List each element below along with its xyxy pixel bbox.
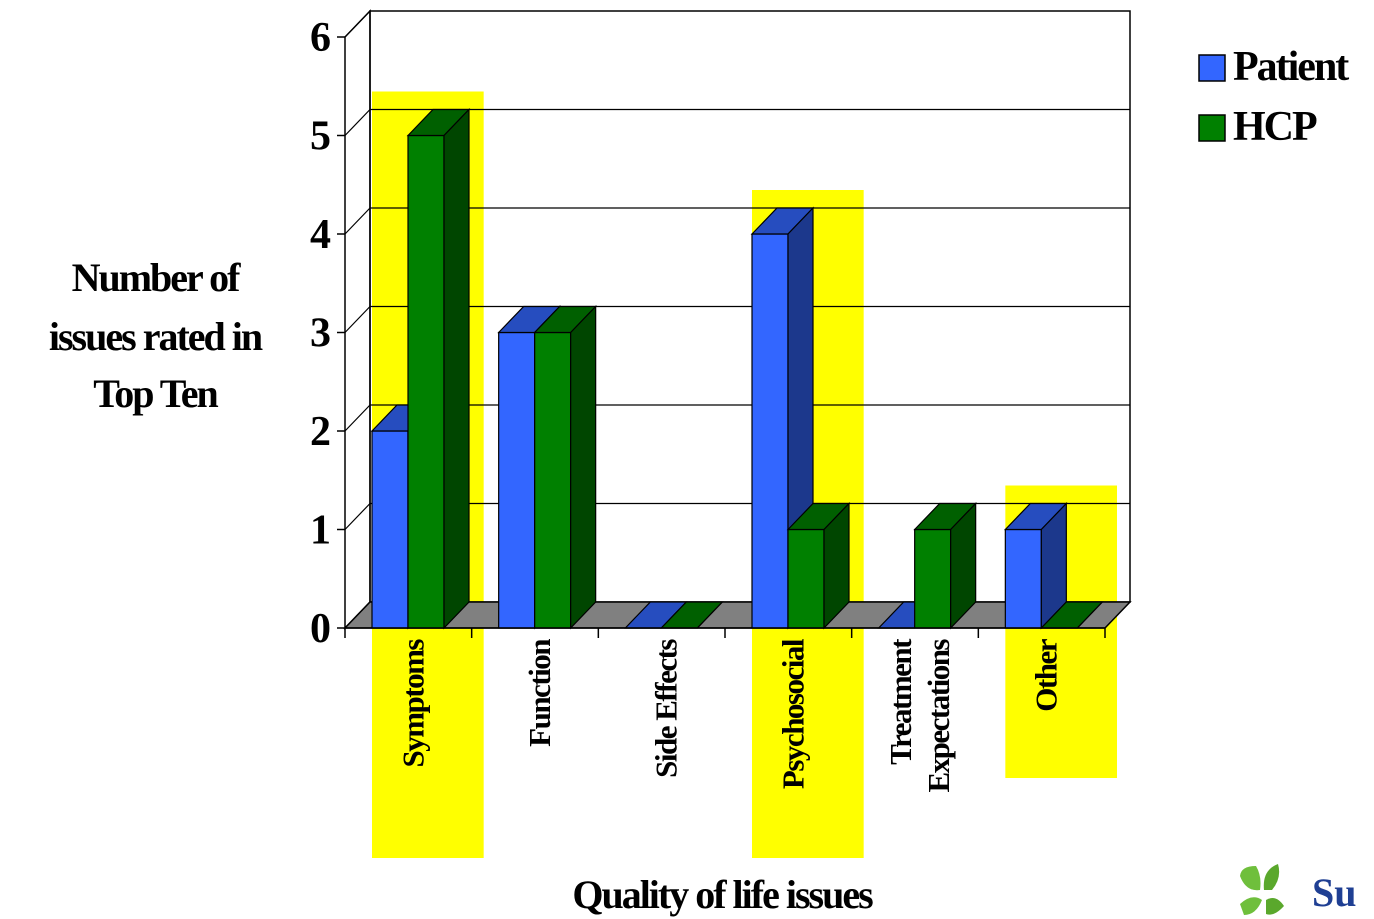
legend-label-hcp: HCP — [1233, 104, 1317, 150]
bar-front-hcp-symptoms — [407, 134, 445, 629]
x-axis-title: Quality of life issues — [572, 872, 873, 917]
bar-front-hcp-psychosocial — [787, 528, 825, 629]
y-axis-title-line-1: Number of — [72, 255, 241, 300]
x-tick-label-symptoms: Symptoms — [395, 639, 430, 768]
y-tick-label-0: 0 — [310, 606, 331, 652]
y-tick-label-6: 6 — [310, 15, 331, 61]
x-tick-label-treatment-expectations-2: Expectations — [921, 639, 956, 793]
bar-front-hcp-treatment-expectations — [914, 528, 952, 629]
y-axis-title-line-3: Top Ten — [93, 371, 218, 416]
legend: Patient HCP — [1198, 44, 1351, 150]
bar-front-patient-function — [498, 331, 536, 629]
bar-hcp-function — [533, 305, 598, 630]
category-highlights — [372, 91, 1117, 858]
y-tick-label-4: 4 — [310, 212, 331, 258]
y-axis-title-line-2: issues rated in — [49, 314, 263, 359]
side-gridline-2 — [344, 404, 371, 432]
legend-swatch-patient — [1198, 54, 1226, 82]
bar-patient-other — [1003, 502, 1068, 630]
y-tick-label-5: 5 — [310, 114, 331, 160]
side-gridline-6 — [344, 10, 371, 38]
x-tick-label-treatment-expectations-1: Treatment — [883, 638, 918, 765]
side-gridline-4 — [344, 207, 371, 235]
logo-text: Su — [1312, 870, 1357, 915]
side-gridline-1 — [344, 503, 371, 530]
leaf-logo-icon — [1240, 864, 1284, 915]
side-gridline-5 — [344, 109, 371, 136]
y-tick-label-2: 2 — [310, 409, 331, 455]
logo: Su — [1240, 864, 1357, 915]
bar-hcp-treatment-expectations — [913, 502, 978, 630]
bar-front-patient-psychosocial — [751, 233, 789, 629]
bar-front-patient-symptoms — [371, 430, 409, 629]
legend-swatch-hcp — [1198, 114, 1226, 142]
bar-side-hcp-other — [1076, 601, 1103, 629]
axes: 0 1 2 3 4 5 6 Symptoms Function Side Effects Psych… — [310, 15, 1106, 793]
y-tick-label-1: 1 — [310, 508, 331, 554]
bar-side-hcp-function — [570, 305, 597, 630]
x-tick-label-side-effects: Side Effects — [649, 639, 684, 778]
bar-hcp-psychosocial — [786, 502, 851, 630]
y-tick-label-3: 3 — [310, 311, 331, 357]
x-tick-label-function: Function — [522, 639, 557, 747]
x-tick-label-psychosocial: Psychosocial — [775, 638, 810, 789]
bar-side-hcp-symptoms — [443, 108, 470, 630]
bar-side-hcp-treatment-expectations — [950, 502, 977, 630]
side-gridline-3 — [344, 306, 371, 333]
bar-front-hcp-function — [534, 331, 572, 629]
legend-label-patient: Patient — [1233, 44, 1349, 90]
x-tick-label-other: Other — [1029, 638, 1064, 711]
bar-side-hcp-side-effects — [696, 601, 723, 629]
bar-side-hcp-psychosocial — [823, 502, 850, 630]
bar-front-patient-other — [1004, 528, 1042, 629]
bars — [370, 108, 1104, 630]
bar-hcp-symptoms — [406, 108, 471, 630]
